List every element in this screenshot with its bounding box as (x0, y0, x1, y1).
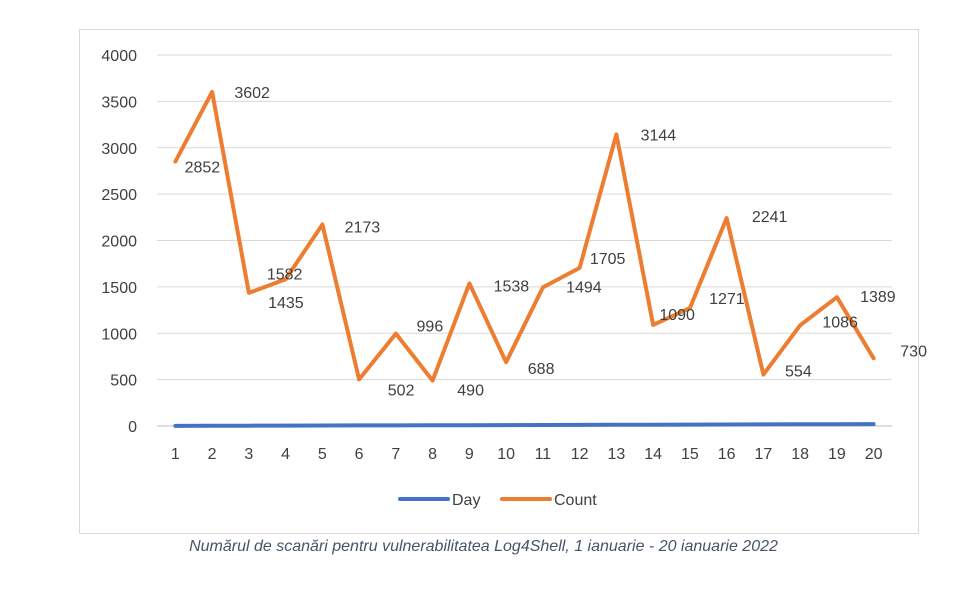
data-label: 688 (528, 361, 555, 378)
x-tick-label: 7 (391, 446, 400, 463)
legend-label-count: Count (554, 492, 597, 509)
y-tick-label: 3500 (101, 94, 137, 111)
x-tick-label: 14 (644, 446, 662, 463)
x-tick-label: 4 (281, 446, 290, 463)
x-tick-label: 16 (718, 446, 736, 463)
data-label: 1494 (566, 279, 602, 296)
data-label: 1538 (494, 278, 530, 295)
series-line-day (173, 422, 876, 428)
y-tick-label: 2500 (101, 187, 137, 204)
x-tick-label: 10 (497, 446, 515, 463)
data-label: 1435 (268, 295, 304, 312)
y-tick-label: 2000 (101, 234, 137, 251)
data-label: 2852 (185, 159, 221, 176)
x-tick-label: 13 (607, 446, 625, 463)
data-label: 490 (457, 383, 484, 400)
data-label: 2173 (345, 219, 381, 236)
data-label: 502 (388, 382, 415, 399)
y-tick-label: 0 (128, 419, 137, 436)
data-label: 1086 (822, 314, 858, 331)
x-tick-label: 11 (535, 446, 552, 463)
x-tick-label: 5 (318, 446, 327, 463)
chart-frame (79, 29, 919, 534)
x-tick-label: 19 (828, 446, 846, 463)
y-tick-label: 500 (110, 373, 137, 390)
data-label: 2241 (752, 209, 788, 226)
x-tick-label: 15 (681, 446, 699, 463)
data-label: 3602 (234, 85, 270, 102)
data-label: 1582 (267, 266, 303, 283)
y-tick-label: 4000 (101, 48, 137, 65)
data-label: 554 (785, 364, 812, 381)
x-tick-label: 9 (465, 446, 474, 463)
x-tick-label: 17 (754, 446, 772, 463)
x-tick-label: 3 (244, 446, 253, 463)
x-tick-label: 1 (171, 446, 180, 463)
x-tick-label: 6 (355, 446, 364, 463)
x-tick-label: 18 (791, 446, 809, 463)
data-label: 1271 (709, 291, 745, 308)
chart-caption: Numărul de scanări pentru vulnerabilitat… (189, 538, 778, 555)
data-label: 996 (417, 319, 444, 336)
x-tick-label: 12 (571, 446, 589, 463)
x-tick-label: 8 (428, 446, 437, 463)
x-tick-label: 2 (208, 446, 217, 463)
y-tick-label: 3000 (101, 141, 137, 158)
data-label: 1705 (590, 251, 626, 268)
series-line-count (173, 89, 876, 383)
data-label: 1090 (659, 307, 695, 324)
x-tick-label: 20 (865, 446, 883, 463)
data-label: 3144 (641, 127, 677, 144)
data-label: 1389 (860, 289, 896, 306)
y-tick-label: 1000 (101, 326, 137, 343)
legend-label-day: Day (452, 492, 480, 509)
y-tick-label: 1500 (101, 280, 137, 297)
data-label: 730 (900, 343, 927, 360)
